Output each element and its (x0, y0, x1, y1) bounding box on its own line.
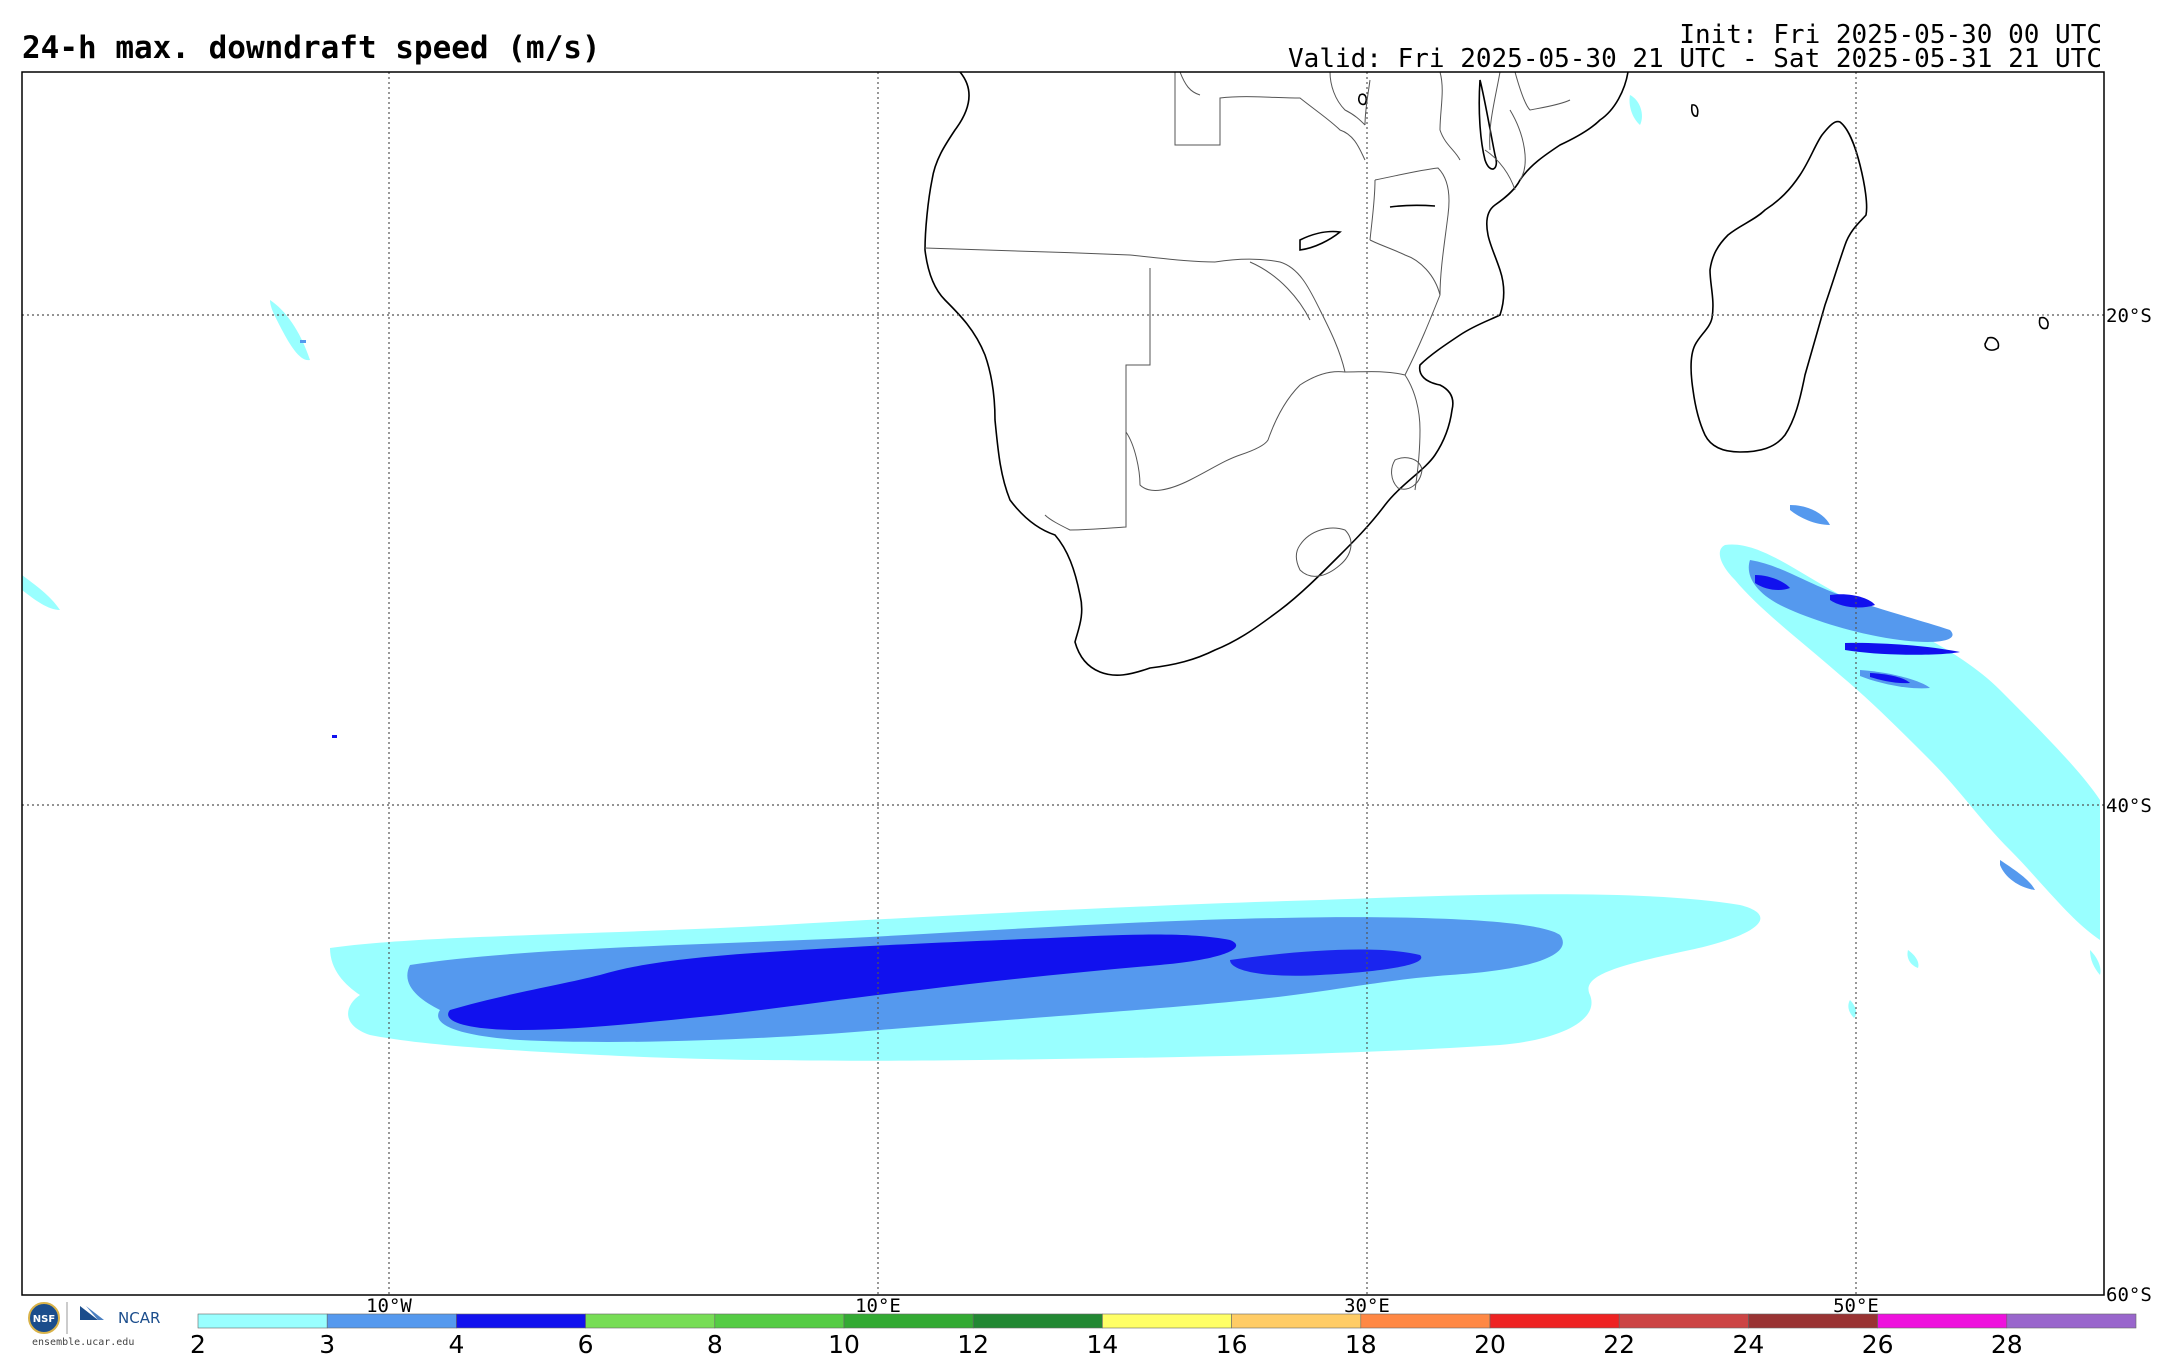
country-borders (924, 72, 1571, 577)
colorbar-swatch (843, 1313, 974, 1329)
small-patch-level-4 (332, 735, 337, 738)
colorbar-swatch (1360, 1313, 1491, 1329)
lat-label-40s: 40°S (2106, 795, 2152, 817)
lon-labels: 10°W 10°E 30°E 50°E (366, 1295, 1879, 1317)
colorbar-label: 26 (1862, 1330, 1894, 1354)
madagascar-coastline (1690, 120, 1868, 453)
colorbar-swatch (585, 1313, 716, 1329)
colorbar-swatch (1748, 1313, 1878, 1329)
ncar-logo: NCAR (80, 1306, 160, 1327)
ensemble-url: ensemble.ucar.edu (32, 1337, 135, 1348)
colorbar-swatch (456, 1313, 586, 1329)
colorbar-label: 8 (707, 1330, 723, 1354)
small-patch-level-3 (300, 340, 306, 343)
colorbar-label: 14 (1086, 1330, 1118, 1354)
lake-victoria (1358, 93, 1367, 106)
mauritius-island (1984, 336, 2000, 351)
graticule (22, 72, 2104, 1295)
lesotho-border (1295, 527, 1352, 577)
coastlines (924, 72, 2049, 677)
africa-coastline (924, 72, 1629, 677)
colorbar: 2 3 4 6 8 10 12 14 16 18 20 22 24 26 28 (190, 1313, 2137, 1354)
reunion-island (2038, 316, 2049, 330)
colorbar-label: 18 (1345, 1330, 1377, 1354)
lake-malawi (1478, 79, 1498, 170)
lon-label-50e: 50°E (1833, 1295, 1879, 1317)
colorbar-swatch (197, 1313, 328, 1329)
colorbar-swatch (2006, 1313, 2137, 1329)
colorbar-label: 6 (578, 1330, 594, 1354)
nsf-logo: NSF (28, 1302, 60, 1334)
colorbar-swatch (1102, 1313, 1232, 1329)
svg-text:NSF: NSF (33, 1314, 55, 1325)
colorbar-swatch (326, 1313, 457, 1329)
band-level-4 (448, 934, 1237, 1030)
colorbar-swatch (1231, 1313, 1362, 1329)
colorbar-swatch (1877, 1313, 2008, 1329)
colorbar-swatch (1618, 1313, 1749, 1329)
lon-label-10e: 10°E (855, 1295, 901, 1317)
colorbar-label: 24 (1732, 1330, 1764, 1354)
colorbar-label: 16 (1216, 1330, 1248, 1354)
band-level-4b (1230, 949, 1422, 976)
lake-kariba (1299, 230, 1342, 251)
colorbar-label: 2 (190, 1330, 206, 1354)
valid-time: Valid: Fri 2025-05-30 21 UTC - Sat 2025-… (1288, 44, 2102, 74)
map-title: 24-h max. downdraft speed (m/s) (22, 30, 601, 66)
lake-tanganyika-south (1389, 204, 1436, 208)
colorbar-swatch (972, 1313, 1103, 1329)
lat-label-60s: 60°S (2106, 1284, 2152, 1306)
colorbar-label: 12 (957, 1330, 989, 1354)
lat-labels: 20°S 40°S 60°S (2106, 305, 2152, 1306)
init-time: Init: Fri 2025-05-30 00 UTC (1679, 20, 2102, 50)
colorbar-label: 20 (1474, 1330, 1506, 1354)
colorbar-label: 22 (1603, 1330, 1635, 1354)
lat-label-20s: 20°S (2106, 305, 2152, 327)
colorbar-label: 3 (319, 1330, 335, 1354)
madagascar-streaks (1719, 505, 2100, 940)
lon-label-30e: 30°E (1344, 1295, 1390, 1317)
lon-label-10w: 10°W (366, 1295, 412, 1317)
svg-text:NCAR: NCAR (118, 1309, 160, 1327)
colorbar-swatch (714, 1313, 845, 1329)
downdraft-field (22, 95, 2101, 1061)
comoros-island (1690, 104, 1699, 117)
colorbar-label: 10 (828, 1330, 860, 1354)
colorbar-label: 28 (1991, 1330, 2023, 1354)
eswatini-border (1391, 457, 1423, 490)
colorbar-label: 4 (448, 1330, 464, 1354)
colorbar-swatch (1489, 1313, 1620, 1329)
scattered-patches (22, 95, 2101, 1018)
map-frame (21, 71, 2105, 1296)
